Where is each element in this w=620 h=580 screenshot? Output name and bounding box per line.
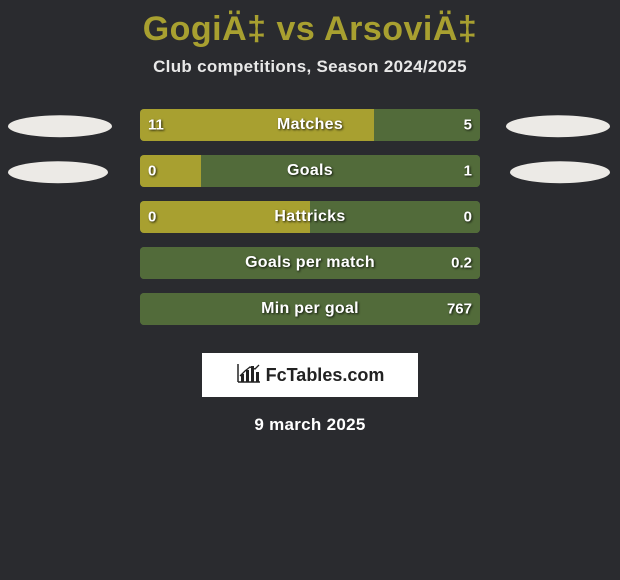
- stat-value-left: 0: [148, 209, 156, 226]
- page-title: GogiÄ‡ vs ArsoviÄ‡: [0, 0, 620, 49]
- stat-value-right: 0.2: [451, 255, 472, 272]
- player-ellipse-left: [8, 161, 108, 183]
- stat-value-right: 0: [464, 209, 472, 226]
- comparison-rows: 115Matches01Goals00Hattricks0.2Goals per…: [0, 105, 620, 335]
- stat-bar-track: 00Hattricks: [140, 201, 480, 233]
- stat-bar-track: 115Matches: [140, 109, 480, 141]
- stat-row: 767Min per goal: [0, 289, 620, 335]
- stat-value-right: 5: [464, 117, 472, 134]
- stat-row: 01Goals: [0, 151, 620, 197]
- fctables-logo: FcTables.com: [202, 353, 418, 397]
- stat-row: 0.2Goals per match: [0, 243, 620, 289]
- subtitle: Club competitions, Season 2024/2025: [0, 57, 620, 77]
- stat-value-right: 1: [464, 163, 472, 180]
- stat-row: 00Hattricks: [0, 197, 620, 243]
- player-ellipse-right: [510, 161, 610, 183]
- player-ellipse-right: [506, 115, 610, 137]
- stat-value-left: 0: [148, 163, 156, 180]
- stat-value-right: 767: [447, 301, 472, 318]
- stat-value-left: 11: [148, 117, 164, 134]
- player-ellipse-left: [8, 115, 112, 137]
- stat-bar-right: [201, 155, 480, 187]
- stat-bar-left: [140, 109, 374, 141]
- stat-bar-track: 767Min per goal: [140, 293, 480, 325]
- logo-chart-icon: [236, 362, 262, 389]
- stat-bar-right: [140, 247, 480, 279]
- stat-bar-right: [310, 201, 480, 233]
- stat-bar-track: 0.2Goals per match: [140, 247, 480, 279]
- logo-text: FcTables.com: [266, 365, 385, 386]
- stat-bar-right: [140, 293, 480, 325]
- stat-row: 115Matches: [0, 105, 620, 151]
- stat-bar-track: 01Goals: [140, 155, 480, 187]
- date-label: 9 march 2025: [0, 415, 620, 435]
- stat-bar-left: [140, 201, 310, 233]
